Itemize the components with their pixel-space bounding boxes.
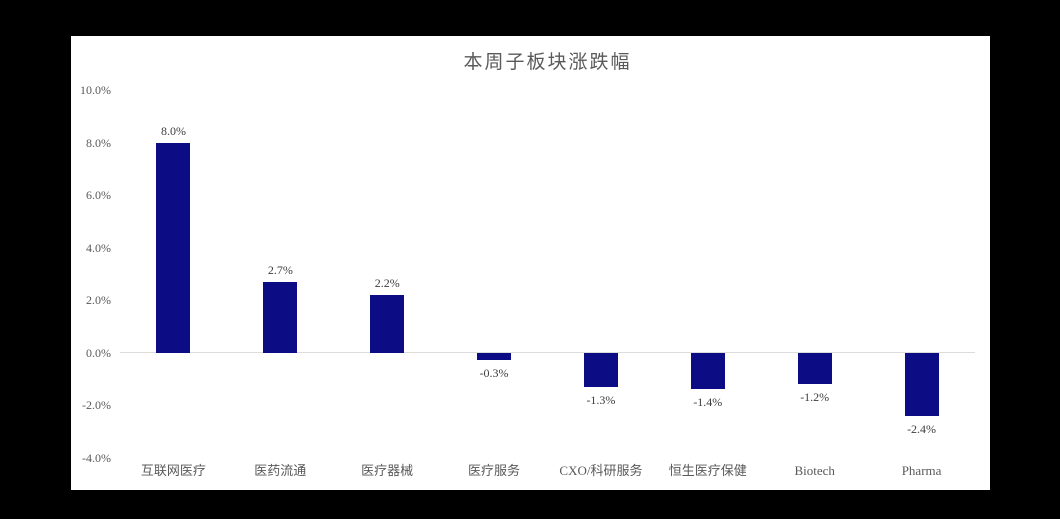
plot-area: 10.0% 8.0% 6.0% 4.0% 2.0% 0.0% -2.0% -4.0% 8.0% 互… bbox=[71, 36, 990, 490]
bar-value-label: -1.3% bbox=[586, 392, 616, 407]
x-axis-label: Biotech bbox=[794, 463, 835, 478]
y-axis-tick-label: 0.0% bbox=[86, 345, 111, 360]
chart-title: 本周子板块涨跌幅 bbox=[463, 52, 632, 73]
y-axis-tick-label: 10.0% bbox=[80, 83, 111, 97]
bar bbox=[904, 352, 939, 416]
bar bbox=[263, 281, 298, 353]
bar-value-label: 8.0% bbox=[160, 123, 186, 138]
bar bbox=[156, 142, 191, 353]
y-axis-tick-label: -4.0% bbox=[82, 450, 111, 465]
bar bbox=[690, 352, 725, 390]
bar-value-label: 2.2% bbox=[374, 275, 400, 290]
y-axis-tick-label: 4.0% bbox=[86, 240, 111, 255]
y-axis-tick-label: 6.0% bbox=[86, 188, 111, 202]
x-axis-label: 恒生医疗保健 bbox=[668, 463, 747, 478]
x-axis-label: 医疗器械 bbox=[361, 463, 414, 478]
bar-value-label: -2.4% bbox=[907, 421, 937, 436]
bar-value-label: -1.2% bbox=[800, 390, 830, 404]
bar bbox=[370, 294, 405, 353]
y-axis-tick-label: 2.0% bbox=[86, 293, 111, 307]
x-axis-label: 医药流通 bbox=[254, 463, 307, 478]
bar-value-label: -0.3% bbox=[479, 366, 509, 381]
bar bbox=[797, 352, 832, 384]
y-axis-tick-label: -2.0% bbox=[82, 398, 111, 412]
y-axis-tick-label: 8.0% bbox=[86, 135, 111, 150]
chart-panel: 本周子板块涨跌幅 10.0% 8.0% 6.0% 4.0% 2.0% 0.0% -2.0% -… bbox=[71, 36, 990, 490]
bar bbox=[477, 352, 512, 361]
x-axis-label: 互联网医疗 bbox=[140, 463, 206, 478]
x-axis-label: CXO/科研服务 bbox=[559, 463, 643, 478]
bar bbox=[583, 352, 618, 387]
bar-value-label: -1.4% bbox=[693, 395, 723, 410]
x-axis-label: Pharma bbox=[901, 463, 942, 478]
zero-gridline bbox=[120, 351, 975, 354]
bar-value-label: 2.7% bbox=[267, 262, 293, 277]
x-axis-label: 医疗服务 bbox=[468, 463, 521, 478]
